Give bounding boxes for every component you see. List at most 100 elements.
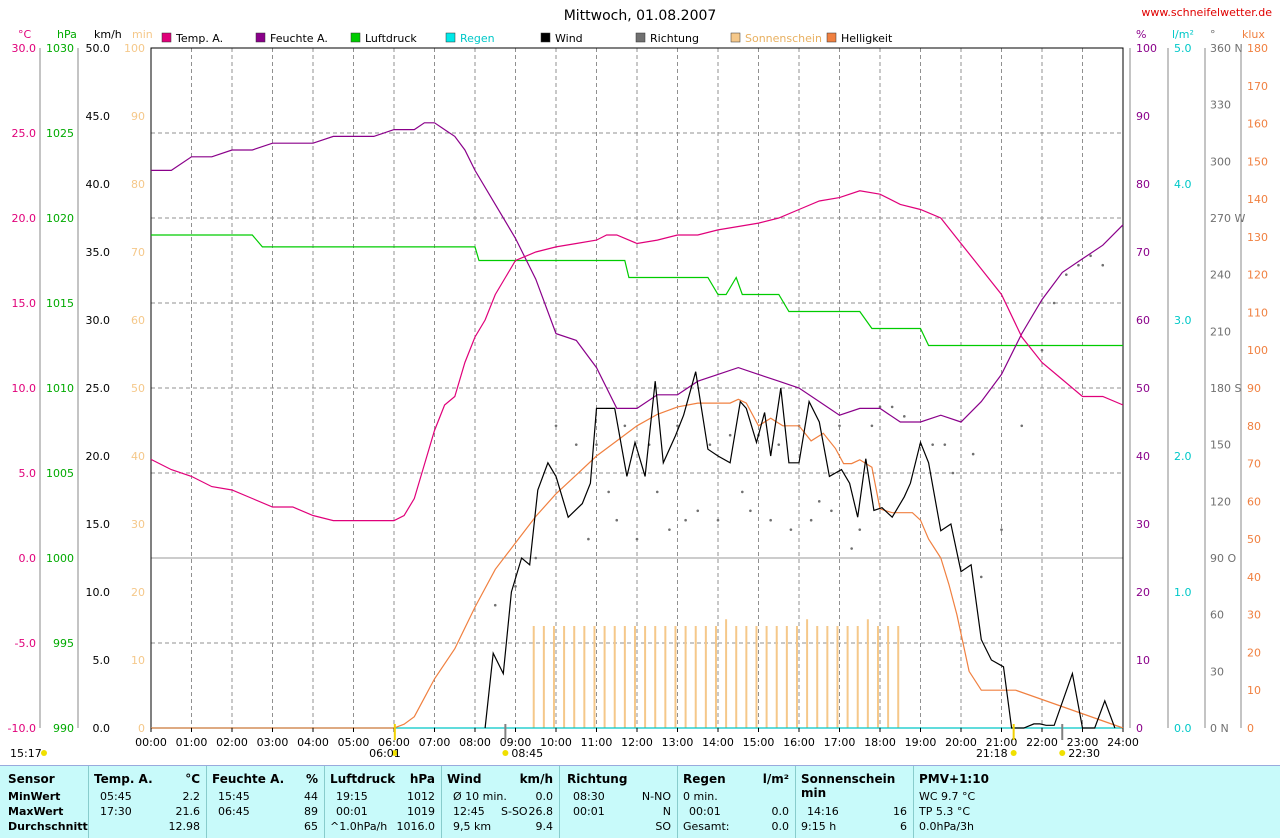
stats-col-direction: Richtung 08:30 N-NO 00:01 N SO — [559, 766, 678, 838]
rain-tick-label: 4.0 — [1174, 178, 1192, 191]
stats-press-min-time: 19:15 — [336, 790, 368, 803]
sunmin-axis-unit: min — [132, 28, 153, 41]
brightness-axis-unit: klux — [1242, 28, 1265, 41]
brightness-tick-label: 10 — [1247, 684, 1261, 697]
legend-label-wind: Wind — [555, 32, 583, 45]
source-url[interactable]: www.schneifelwetter.de — [1141, 6, 1272, 19]
stats-temp-avg-value: 12.98 — [168, 820, 201, 833]
direction-point — [979, 575, 983, 579]
direction-point — [1101, 263, 1105, 267]
x-tick-label: 14:00 — [702, 736, 734, 749]
direction-tick-label: 0 N — [1210, 722, 1229, 735]
stats-sun-avg-value: 6 — [900, 820, 907, 833]
legend-swatch-pressure — [350, 32, 361, 43]
wind-tick-label: 20.0 — [86, 450, 111, 463]
x-tick-label: 19:00 — [905, 736, 937, 749]
wind-tick-label: 50.0 — [86, 42, 111, 55]
rain-axis-unit: l/m² — [1172, 28, 1194, 41]
x-tick-label: 08:00 — [459, 736, 491, 749]
humidity-tick-label: 70 — [1136, 246, 1150, 259]
brightness-line — [151, 398, 1124, 729]
stats-sun-header: Sonnenschein min — [801, 772, 896, 800]
temp-tick-label: 10.0 — [12, 382, 37, 395]
stats-min-label: MinWert — [8, 790, 61, 803]
wind-tick-label: 0.0 — [93, 722, 111, 735]
direction-tick-label: 180 S — [1210, 382, 1241, 395]
wind-line — [484, 371, 1116, 729]
direction-point — [623, 424, 627, 428]
sun-event-label: 08:45 — [511, 747, 543, 760]
x-tick-label: 02:00 — [216, 736, 248, 749]
temp-axis-unit: °C — [18, 28, 32, 41]
humidity-tick-label: 80 — [1136, 178, 1150, 191]
pressure-tick-label: 1005 — [46, 467, 74, 480]
direction-point — [789, 528, 793, 531]
sun-event-icon — [391, 750, 398, 756]
humidity-tick-label: 90 — [1136, 110, 1150, 123]
stats-temp-min-value: 2.2 — [182, 790, 201, 803]
x-tick-label: 24:00 — [1107, 736, 1139, 749]
direction-tick-label: 120 — [1210, 495, 1231, 508]
humidity-tick-label: 10 — [1136, 654, 1150, 667]
direction-point — [668, 528, 671, 531]
x-tick-label: 04:00 — [297, 736, 329, 749]
direction-point — [943, 443, 947, 446]
brightness-tick-label: 0 — [1247, 722, 1254, 735]
stats-hum-header: Feuchte A. — [212, 772, 285, 786]
direction-point — [676, 424, 679, 428]
legend-swatch-sunshine — [730, 32, 741, 43]
x-tick-label: 00:00 — [135, 736, 167, 749]
direction-point — [931, 443, 934, 446]
humidity-tick-label: 40 — [1136, 450, 1150, 463]
direction-point — [595, 443, 598, 446]
x-tick-label: 03:00 — [257, 736, 289, 749]
direction-point — [971, 452, 975, 456]
x-tick-label: 06:00 — [378, 736, 410, 749]
pressure-tick-label: 1000 — [46, 552, 74, 565]
stats-press-max-value: 1019 — [407, 805, 435, 818]
stats-pmv-pressure-trend: 0.0hPa/3h — [919, 820, 975, 833]
brightness-tick-label: 180 — [1247, 42, 1268, 55]
rain-tick-label: 1.0 — [1174, 586, 1192, 599]
stats-hum-avg-value: 65 — [304, 820, 318, 833]
x-tick-label: 12:00 — [621, 736, 653, 749]
stats-wind-max-direction: S-SO — [501, 805, 528, 818]
sunmin-tick-label: 10 — [131, 654, 145, 667]
chart-title: Mittwoch, 01.08.2007 — [564, 8, 717, 24]
wind-tick-label: 45.0 — [86, 110, 111, 123]
direction-point — [858, 528, 862, 531]
sunmin-tick-label: 20 — [131, 586, 145, 599]
direction-point — [777, 443, 781, 446]
sunmin-tick-label: 90 — [131, 110, 145, 123]
wind-tick-label: 35.0 — [86, 246, 111, 259]
brightness-tick-label: 170 — [1247, 80, 1268, 93]
direction-point — [870, 424, 874, 428]
sun-event-icon — [1010, 750, 1017, 756]
direction-point — [716, 518, 720, 522]
x-tick-label: 09:00 — [500, 736, 532, 749]
stats-pmv-dewpoint: TP 5.3 °C — [919, 805, 971, 818]
chart-legend: Temp. A. Feuchte A. Luftdruck Regen Wind Rich… — [161, 32, 893, 45]
direction-point — [1040, 348, 1044, 352]
humidity-line — [151, 122, 1124, 423]
sunmin-tick-label: 30 — [131, 518, 145, 531]
sunmin-tick-label: 70 — [131, 246, 145, 259]
x-tick-label: 22:00 — [1026, 736, 1058, 749]
stats-sun-max-value: 16 — [893, 805, 907, 818]
stats-press-unit: hPa — [409, 772, 435, 786]
direction-point — [817, 500, 821, 503]
direction-tick-label: 90 O — [1210, 552, 1236, 565]
stats-wind-min-value: 0.0 — [535, 790, 554, 803]
wind-tick-label: 5.0 — [93, 654, 111, 667]
stats-avg-label: Durchschnitt — [8, 820, 88, 833]
direction-point — [951, 471, 955, 475]
brightness-tick-label: 130 — [1247, 231, 1268, 244]
stats-temp-max-time: 17:30 — [100, 805, 132, 818]
sunmin-tick-label: 60 — [131, 314, 145, 327]
legend-swatch-rain — [445, 32, 456, 43]
stats-wind-max-time: 12:45 — [453, 805, 485, 818]
direction-axis-unit: ° — [1210, 28, 1216, 41]
direction-point — [1077, 263, 1080, 267]
legend-label-temp: Temp. A. — [175, 32, 223, 45]
direction-tick-label: 150 — [1210, 439, 1231, 452]
